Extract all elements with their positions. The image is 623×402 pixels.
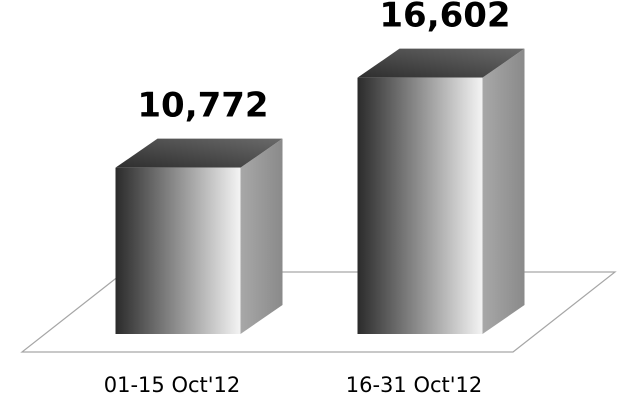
bar-top-face [357,48,525,78]
category-label: 01-15 Oct'12 [104,373,241,397]
bar-1 [115,138,283,334]
bars-group [115,48,525,334]
labels-group: 10,772 01-15 Oct'12 16,602 16-31 Oct'12 [104,0,511,397]
bar-front-face [115,167,241,334]
bar-side-face [240,138,283,334]
bar-side-face [482,48,525,334]
bar-front-face [357,77,483,334]
bar-top-face [115,138,283,168]
bar-2 [357,48,525,334]
data-label: 10,772 [137,86,268,126]
category-label: 16-31 Oct'12 [346,373,483,397]
data-label: 16,602 [379,0,510,36]
chart-floor [20,271,617,353]
